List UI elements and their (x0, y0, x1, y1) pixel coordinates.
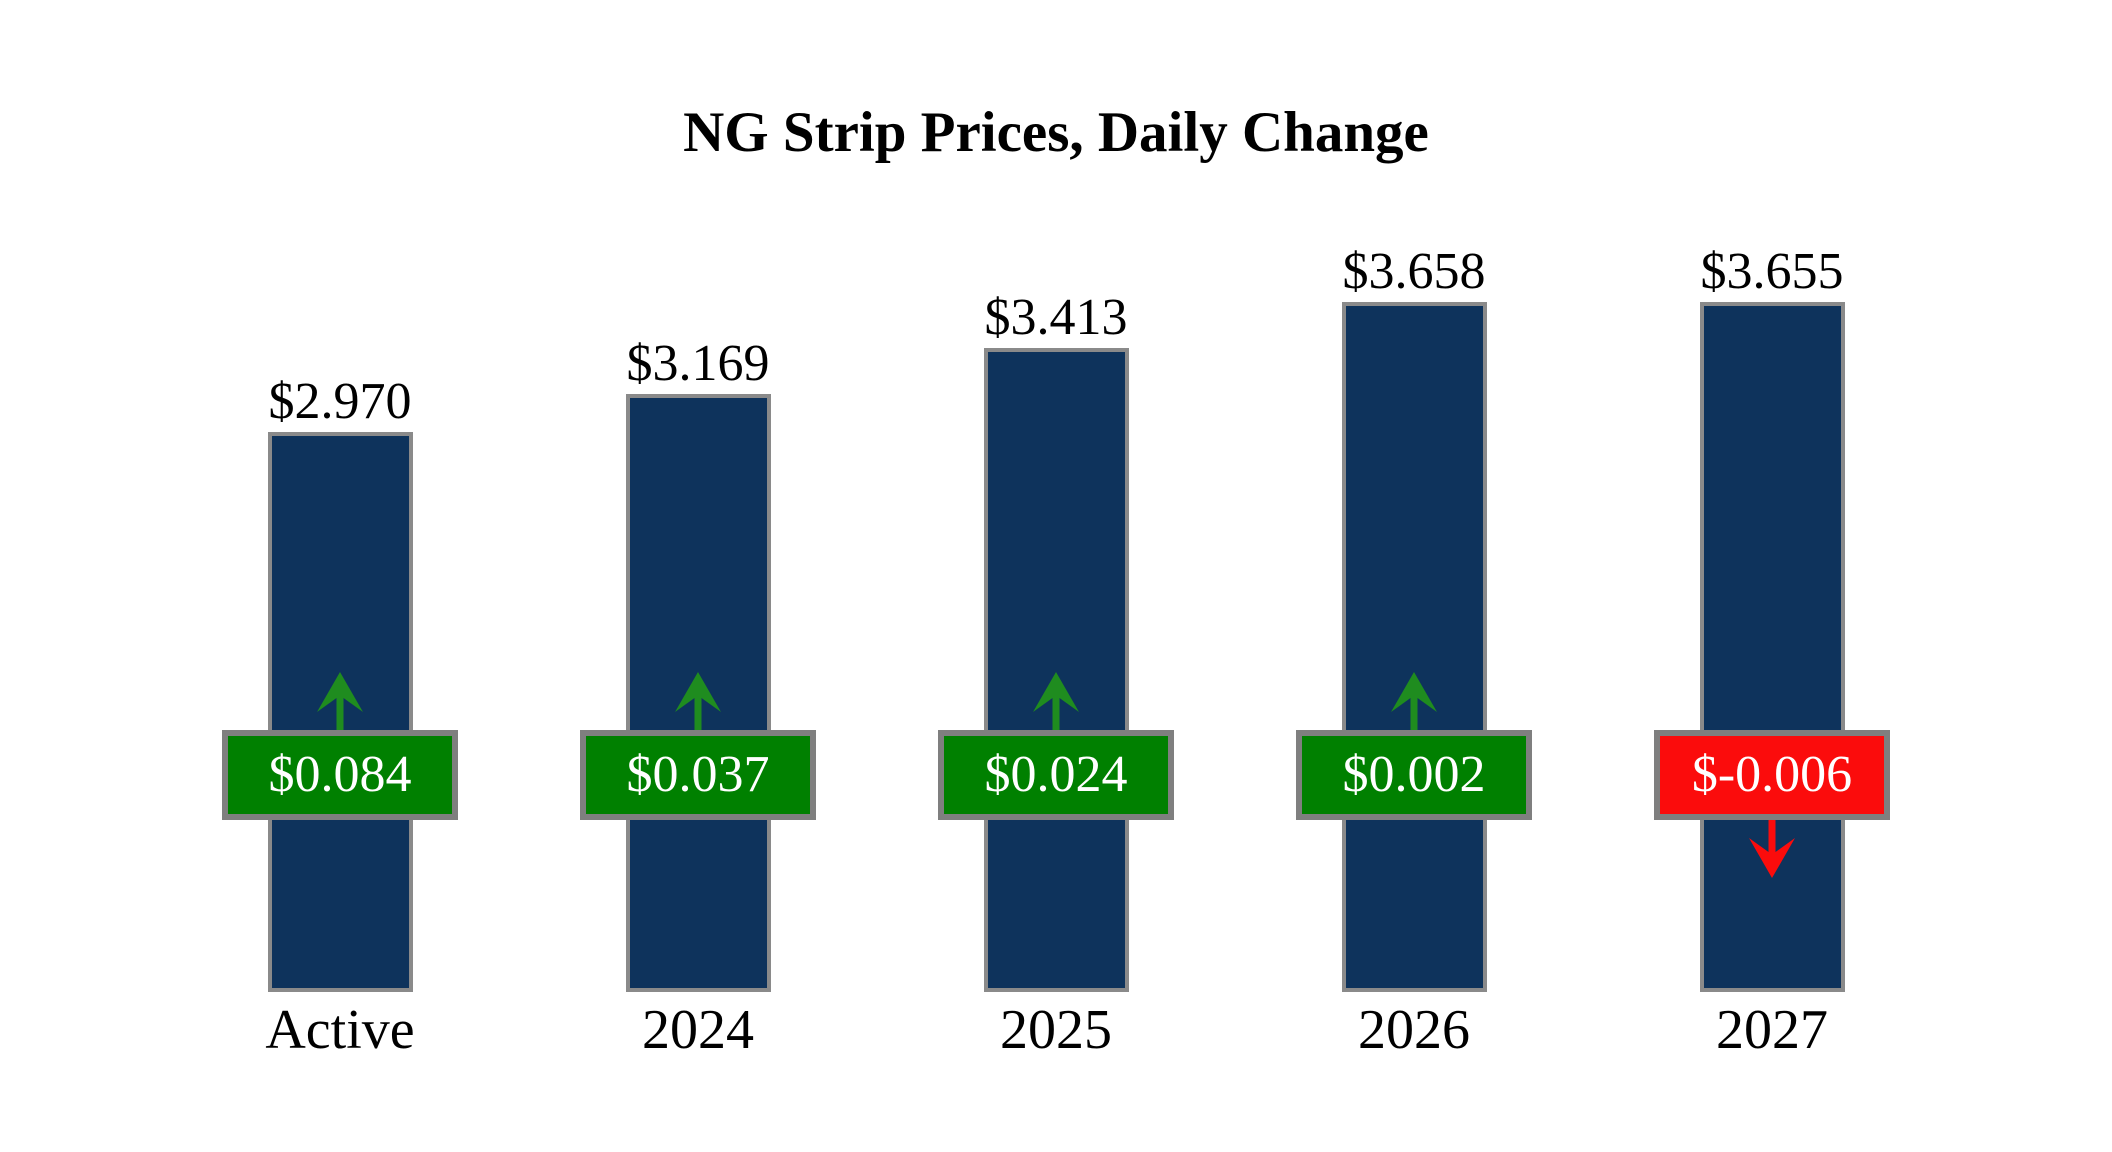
price-label: $2.970 (268, 373, 412, 430)
category-label: 2027 (1716, 999, 1828, 1061)
change-value: $0.024 (984, 746, 1128, 803)
chart-title: NG Strip Prices, Daily Change (683, 101, 1429, 164)
down-arrow-icon (1744, 820, 1800, 878)
up-arrow-icon (312, 672, 368, 730)
up-arrow-icon (1386, 672, 1442, 730)
price-label: $3.658 (1342, 243, 1486, 300)
change-value: $0.002 (1342, 746, 1486, 803)
change-value: $0.084 (268, 746, 412, 803)
category-label: 2025 (1000, 999, 1112, 1061)
category-label: 2026 (1358, 999, 1470, 1061)
price-bar (1699, 302, 1845, 992)
change-value: $-0.006 (1691, 746, 1853, 803)
category-label: Active (265, 999, 415, 1061)
change-badge: $0.002 (1296, 730, 1532, 820)
price-label: $3.169 (626, 335, 770, 392)
change-badge: $0.084 (222, 730, 458, 820)
price-bar (983, 348, 1129, 992)
up-arrow-icon (1028, 672, 1084, 730)
price-bar (1341, 302, 1487, 992)
change-value: $0.037 (626, 746, 770, 803)
change-badge: $0.024 (938, 730, 1174, 820)
change-badge: $-0.006 (1654, 730, 1890, 820)
price-label: $3.655 (1700, 243, 1844, 300)
change-badge: $0.037 (580, 730, 816, 820)
price-label: $3.413 (984, 289, 1128, 346)
up-arrow-icon (670, 672, 726, 730)
category-label: 2024 (642, 999, 754, 1061)
